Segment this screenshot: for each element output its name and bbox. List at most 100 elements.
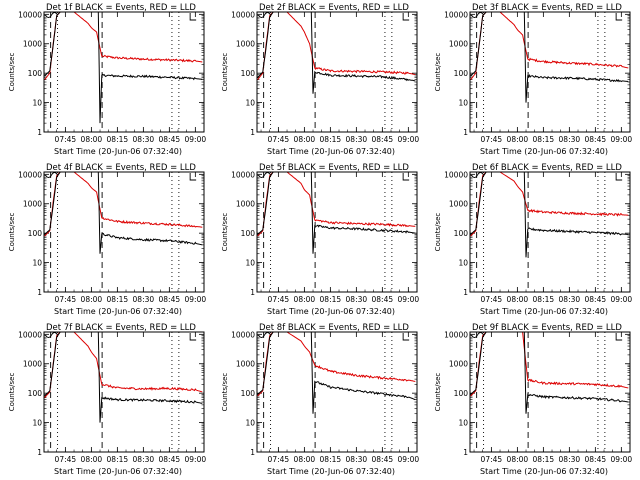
x-tick-label: 07:45	[481, 455, 503, 464]
series-events-line	[44, 172, 203, 254]
detector-panel-5: Det 5f BLACK = Events, RED = LLD Counts/s…	[221, 163, 419, 316]
x-tick-label: 07:45	[481, 135, 503, 144]
x-axis-label: Start Time (20-Jun-06 07:32:40)	[54, 307, 182, 316]
y-tick-label: 10	[245, 99, 255, 108]
plot-frame	[43, 171, 205, 293]
y-axis-label: Counts/sec	[434, 213, 442, 252]
plot-area	[470, 12, 629, 103]
x-tick-label: 08:30	[559, 295, 581, 304]
series-events-line	[470, 172, 629, 258]
y-tick-label: 1	[37, 448, 42, 457]
panel-title: Det 2f BLACK = Events, RED = LLD	[259, 3, 409, 13]
x-tick-label: 08:45	[159, 135, 181, 144]
x-tick-label: 08:15	[107, 455, 129, 464]
x-axis-label: Start Time (20-Jun-06 07:32:40)	[54, 467, 182, 476]
y-tick-label: 10000	[231, 170, 255, 179]
series-lld-line	[257, 332, 416, 397]
detector-panel-6: Det 6f BLACK = Events, RED = LLD Counts/s…	[434, 163, 632, 316]
y-axis-label: Counts/sec	[221, 373, 229, 412]
y-tick-label: 10000	[444, 170, 468, 179]
x-tick-label: 09:00	[398, 455, 420, 464]
peak-marker-glyph	[258, 172, 271, 178]
panel-title: Det 3f BLACK = Events, RED = LLD	[472, 3, 622, 13]
y-axis-label: Counts/sec	[221, 213, 229, 252]
x-tick-label: 09:00	[185, 295, 207, 304]
y-tick-label: 100	[28, 389, 43, 398]
plot-frame	[43, 331, 205, 453]
plot-frame	[256, 171, 418, 293]
panel-title: Det 6f BLACK = Events, RED = LLD	[472, 163, 622, 173]
detector-panel-3: Det 3f BLACK = Events, RED = LLD Counts/s…	[434, 3, 632, 156]
plot-area	[470, 332, 629, 414]
y-tick-label: 1	[463, 448, 468, 457]
x-axis-label: Start Time (20-Jun-06 07:32:40)	[267, 467, 395, 476]
detector-panel-8: Det 8f BLACK = Events, RED = LLD Counts/s…	[221, 323, 419, 476]
x-tick-label: 08:00	[81, 455, 103, 464]
series-lld-line	[257, 172, 416, 237]
corner-marker-glyph	[615, 173, 623, 181]
plot-area	[470, 172, 629, 258]
y-tick-label: 1000	[449, 200, 468, 209]
plot-area	[44, 332, 203, 423]
plot-area	[257, 12, 416, 94]
plot-frame	[256, 331, 418, 453]
series-events-line	[44, 12, 203, 124]
series-lld-line	[44, 332, 203, 399]
peak-marker-glyph	[258, 332, 271, 338]
y-tick-label: 1	[37, 128, 42, 137]
y-tick-label: 1000	[236, 360, 255, 369]
corner-marker-glyph	[189, 173, 197, 181]
plot-area	[257, 172, 416, 254]
x-tick-label: 09:00	[398, 295, 420, 304]
y-tick-label: 100	[28, 229, 43, 238]
y-axis-label: Counts/sec	[434, 373, 442, 412]
x-tick-label: 08:15	[320, 135, 342, 144]
x-tick-label: 08:00	[294, 455, 316, 464]
x-tick-label: 08:15	[320, 295, 342, 304]
corner-marker-glyph	[402, 333, 410, 341]
x-tick-label: 08:45	[372, 135, 394, 144]
y-tick-label: 100	[241, 389, 256, 398]
y-axis-label: Counts/sec	[8, 213, 16, 252]
y-tick-label: 1000	[449, 360, 468, 369]
y-tick-label: 10	[32, 419, 42, 428]
y-tick-label: 100	[241, 229, 256, 238]
detector-panel-7: Det 7f BLACK = Events, RED = LLD Counts/s…	[8, 323, 206, 476]
x-tick-label: 08:00	[507, 135, 529, 144]
series-events-line	[470, 332, 629, 414]
x-tick-label: 07:45	[55, 295, 77, 304]
x-tick-label: 08:15	[320, 455, 342, 464]
series-lld-line	[470, 332, 629, 397]
corner-marker-glyph	[615, 13, 623, 21]
series-lld-line	[470, 172, 629, 237]
x-axis-label: Start Time (20-Jun-06 07:32:40)	[480, 307, 608, 316]
x-tick-label: 09:00	[185, 455, 207, 464]
x-tick-label: 08:30	[559, 455, 581, 464]
x-tick-label: 09:00	[611, 455, 633, 464]
plot-frame	[469, 331, 631, 453]
y-tick-label: 1	[250, 288, 255, 297]
y-axis-label: Counts/sec	[8, 373, 16, 412]
x-tick-label: 08:45	[585, 455, 607, 464]
x-axis-label: Start Time (20-Jun-06 07:32:40)	[267, 307, 395, 316]
x-tick-label: 08:00	[507, 295, 529, 304]
x-tick-label: 08:45	[159, 295, 181, 304]
y-axis-label: Counts/sec	[221, 53, 229, 92]
x-tick-label: 08:15	[107, 295, 129, 304]
y-tick-label: 10000	[231, 10, 255, 19]
plot-frame	[469, 11, 631, 133]
y-tick-label: 1000	[23, 360, 42, 369]
x-tick-label: 08:30	[133, 295, 155, 304]
x-tick-label: 08:30	[346, 455, 368, 464]
plot-frame	[469, 171, 631, 293]
series-events-line	[257, 332, 416, 414]
x-tick-label: 07:45	[55, 455, 77, 464]
y-axis-label: Counts/sec	[8, 53, 16, 92]
series-events-line	[44, 332, 203, 423]
peak-marker-glyph	[45, 172, 58, 178]
x-tick-label: 07:45	[268, 135, 290, 144]
detector-panel-9: Det 9f BLACK = Events, RED = LLD Counts/s…	[434, 323, 632, 476]
y-tick-label: 1	[463, 288, 468, 297]
x-axis-label: Start Time (20-Jun-06 07:32:40)	[480, 147, 608, 156]
y-tick-label: 1000	[236, 200, 255, 209]
